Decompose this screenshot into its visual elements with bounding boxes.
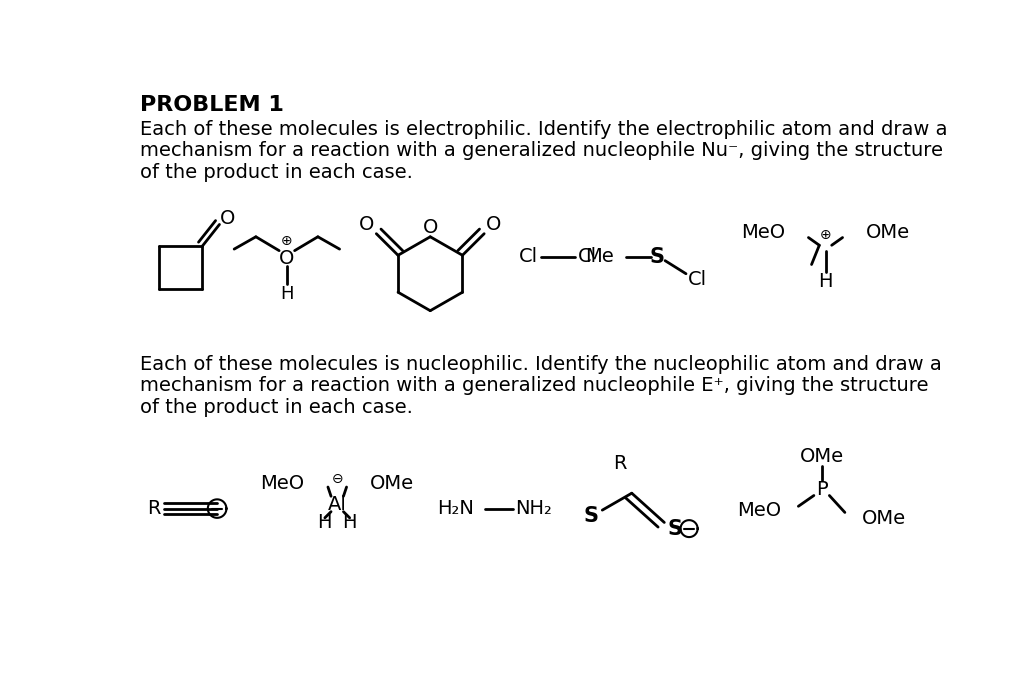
Text: H: H [317, 513, 332, 532]
Text: H₂N: H₂N [437, 499, 474, 518]
Text: MeO: MeO [737, 502, 781, 521]
Text: ⊖: ⊖ [332, 473, 343, 486]
Text: H: H [281, 285, 294, 303]
Text: S: S [584, 506, 599, 526]
Text: OMe: OMe [800, 447, 844, 466]
Text: S: S [668, 519, 683, 539]
Text: OMe: OMe [866, 223, 910, 242]
Text: Al: Al [328, 496, 347, 515]
Text: Each of these molecules is electrophilic. Identify the electrophilic atom and dr: Each of these molecules is electrophilic… [139, 120, 947, 139]
Text: R: R [146, 499, 161, 518]
Text: PROBLEM 1: PROBLEM 1 [139, 95, 284, 115]
Text: R: R [613, 454, 627, 473]
Text: ⊕: ⊕ [819, 228, 831, 242]
Text: O: O [359, 215, 375, 234]
Text: Cl: Cl [519, 247, 539, 266]
Text: NH₂: NH₂ [515, 499, 552, 518]
Text: H: H [342, 513, 357, 532]
Text: O: O [423, 218, 438, 237]
Text: Cl: Cl [578, 247, 597, 266]
Text: Each of these molecules is nucleophilic. Identify the nucleophilic atom and draw: Each of these molecules is nucleophilic.… [139, 355, 941, 374]
Text: OMe: OMe [370, 475, 414, 494]
Text: O: O [485, 215, 501, 234]
Text: O: O [219, 209, 234, 227]
Text: MeO: MeO [741, 223, 785, 242]
Text: of the product in each case.: of the product in each case. [139, 397, 413, 417]
Text: Me: Me [585, 247, 614, 266]
Text: Cl: Cl [688, 270, 708, 289]
Text: P: P [816, 480, 827, 499]
Text: ⊕: ⊕ [281, 234, 293, 248]
Text: O: O [280, 249, 295, 268]
Text: of the product in each case.: of the product in each case. [139, 163, 413, 182]
Text: mechanism for a reaction with a generalized nucleophile Nu⁻, giving the structur: mechanism for a reaction with a generali… [139, 141, 943, 160]
Text: mechanism for a reaction with a generalized nucleophile E⁺, giving the structure: mechanism for a reaction with a generali… [139, 376, 928, 395]
Text: S: S [650, 247, 665, 267]
Text: MeO: MeO [260, 475, 305, 494]
Text: OMe: OMe [862, 509, 906, 528]
Text: H: H [818, 272, 833, 291]
